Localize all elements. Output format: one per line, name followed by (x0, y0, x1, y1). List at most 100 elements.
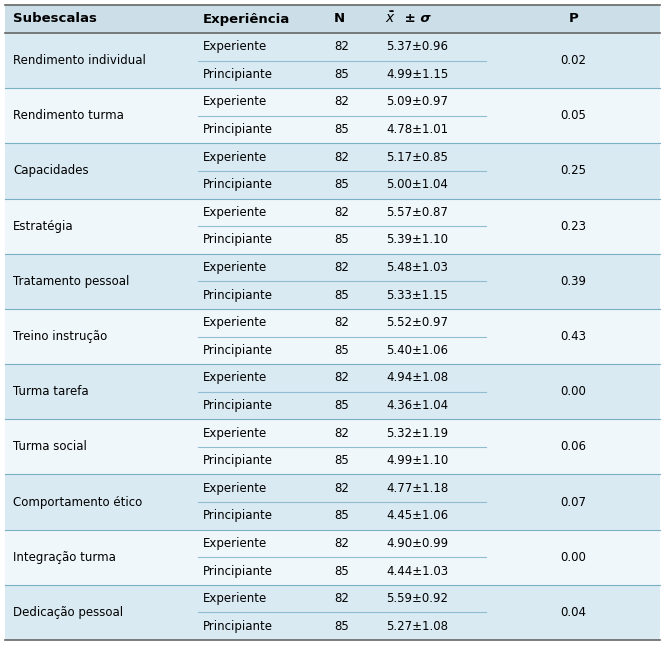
Text: 82: 82 (334, 592, 349, 605)
Text: 5.32±1.19: 5.32±1.19 (386, 426, 449, 440)
Text: 82: 82 (334, 40, 349, 54)
Bar (5, 364, 660, 419)
Text: 0.04: 0.04 (560, 606, 587, 619)
Bar (5, 5, 660, 33)
Text: 4.36±1.04: 4.36±1.04 (386, 399, 449, 412)
Text: 85: 85 (334, 510, 349, 522)
Text: 5.37±0.96: 5.37±0.96 (386, 40, 449, 54)
Text: Experiente: Experiente (203, 537, 267, 550)
Text: Experiente: Experiente (203, 482, 267, 495)
Text: 5.17±0.85: 5.17±0.85 (386, 151, 448, 164)
Text: 5.59±0.92: 5.59±0.92 (386, 592, 449, 605)
Text: 85: 85 (334, 233, 349, 246)
Text: 85: 85 (334, 399, 349, 412)
Text: 85: 85 (334, 123, 349, 136)
Text: Estratégia: Estratégia (13, 220, 74, 233)
Text: 5.27±1.08: 5.27±1.08 (386, 620, 449, 633)
Text: Principiante: Principiante (203, 288, 273, 302)
Text: 82: 82 (334, 151, 349, 164)
Text: Subescalas: Subescalas (13, 12, 97, 26)
Text: 5.00±1.04: 5.00±1.04 (386, 178, 448, 192)
Text: Experiência: Experiência (203, 12, 291, 26)
Text: 82: 82 (334, 426, 349, 440)
Text: 82: 82 (334, 206, 349, 219)
Text: Dedicação pessoal: Dedicação pessoal (13, 606, 124, 619)
Bar (5, 143, 660, 199)
Text: Experiente: Experiente (203, 261, 267, 274)
Text: 82: 82 (334, 261, 349, 274)
Text: Turma tarefa: Turma tarefa (13, 385, 89, 398)
Text: Experiente: Experiente (203, 95, 267, 108)
Text: Integração turma: Integração turma (13, 551, 116, 564)
Text: Experiente: Experiente (203, 426, 267, 440)
Text: 85: 85 (334, 178, 349, 192)
Text: Principiante: Principiante (203, 344, 273, 357)
Text: Capacidades: Capacidades (13, 164, 89, 177)
Text: 0.00: 0.00 (561, 385, 586, 398)
Text: 0.43: 0.43 (560, 330, 587, 343)
Text: Principiante: Principiante (203, 564, 273, 577)
Text: 0.05: 0.05 (561, 109, 586, 123)
Text: Experiente: Experiente (203, 592, 267, 605)
Text: Treino instrução: Treino instrução (13, 330, 108, 343)
Text: 5.57±0.87: 5.57±0.87 (386, 206, 448, 219)
Text: 4.94±1.08: 4.94±1.08 (386, 372, 449, 384)
Text: P: P (569, 12, 578, 26)
Text: 85: 85 (334, 620, 349, 633)
Text: 82: 82 (334, 482, 349, 495)
Text: 0.02: 0.02 (560, 54, 587, 67)
Text: Comportamento ético: Comportamento ético (13, 495, 142, 508)
Bar (5, 419, 660, 475)
Text: 4.78±1.01: 4.78±1.01 (386, 123, 449, 136)
Text: Principiante: Principiante (203, 233, 273, 246)
Text: 4.45±1.06: 4.45±1.06 (386, 510, 449, 522)
Text: 85: 85 (334, 68, 349, 81)
Text: 82: 82 (334, 537, 349, 550)
Text: 5.39±1.10: 5.39±1.10 (386, 233, 449, 246)
Text: Principiante: Principiante (203, 620, 273, 633)
Text: 0.39: 0.39 (560, 275, 587, 288)
Bar (5, 530, 660, 585)
Text: 4.99±1.10: 4.99±1.10 (386, 454, 449, 467)
Text: Experiente: Experiente (203, 316, 267, 329)
Text: 85: 85 (334, 344, 349, 357)
Text: 0.00: 0.00 (561, 551, 586, 564)
Text: Principiante: Principiante (203, 178, 273, 192)
Text: Principiante: Principiante (203, 68, 273, 81)
Text: 85: 85 (334, 564, 349, 577)
Text: Rendimento individual: Rendimento individual (13, 54, 146, 67)
Bar (5, 199, 660, 253)
Bar (5, 253, 660, 309)
Bar (5, 309, 660, 364)
Text: 5.33±1.15: 5.33±1.15 (386, 288, 448, 302)
Text: Tratamento pessoal: Tratamento pessoal (13, 275, 130, 288)
Text: Principiante: Principiante (203, 399, 273, 412)
Text: Principiante: Principiante (203, 123, 273, 136)
Text: 4.99±1.15: 4.99±1.15 (386, 68, 449, 81)
Text: 0.23: 0.23 (560, 220, 587, 233)
Text: 85: 85 (334, 454, 349, 467)
Text: 5.48±1.03: 5.48±1.03 (386, 261, 448, 274)
Text: 0.25: 0.25 (560, 164, 587, 177)
Text: N: N (334, 12, 345, 26)
Text: 5.52±0.97: 5.52±0.97 (386, 316, 449, 329)
Text: 4.90±0.99: 4.90±0.99 (386, 537, 449, 550)
Text: Principiante: Principiante (203, 454, 273, 467)
Text: 4.44±1.03: 4.44±1.03 (386, 564, 449, 577)
Bar (5, 88, 660, 143)
Text: 82: 82 (334, 372, 349, 384)
Text: 82: 82 (334, 95, 349, 108)
Text: Experiente: Experiente (203, 40, 267, 54)
Text: 85: 85 (334, 288, 349, 302)
Text: Experiente: Experiente (203, 372, 267, 384)
Text: 0.06: 0.06 (560, 441, 587, 453)
Bar (5, 475, 660, 530)
Text: 0.07: 0.07 (560, 495, 587, 508)
Text: Rendimento turma: Rendimento turma (13, 109, 124, 123)
Text: 5.40±1.06: 5.40±1.06 (386, 344, 449, 357)
Bar (5, 585, 660, 640)
Bar (5, 33, 660, 88)
Text: 82: 82 (334, 316, 349, 329)
Text: Experiente: Experiente (203, 151, 267, 164)
Text: Principiante: Principiante (203, 510, 273, 522)
